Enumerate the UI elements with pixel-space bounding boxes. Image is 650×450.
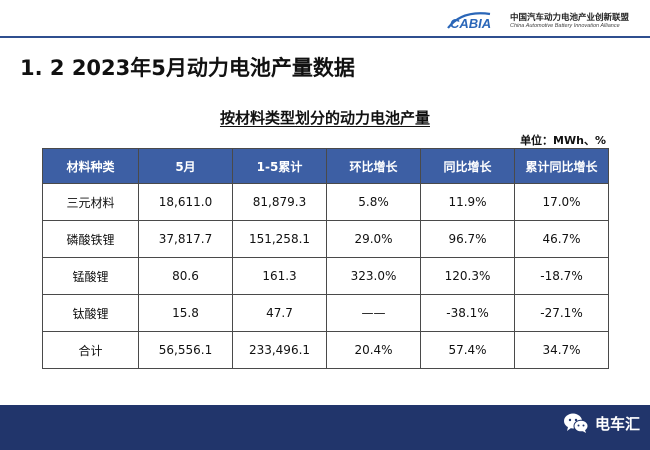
header-cell: 1-5累计 [232,148,327,184]
table-cell: 323.0% [326,257,421,295]
table-cell: 96.7% [420,220,515,258]
table-title: 按材料类型划分的动力电池产量 [0,107,650,128]
table-cell: 5.8% [326,183,421,221]
table-cell: 37,817.7 [138,220,233,258]
table-header-row: 材料种类 5月 1-5累计 环比增长 同比增长 累计同比增长 [42,148,609,184]
header-cell: 同比增长 [420,148,515,184]
table-cell: 11.9% [420,183,515,221]
header-cell: 材料种类 [42,148,139,184]
table-cell: —— [326,294,421,332]
table-cell: -27.1% [514,294,609,332]
wechat-icon [563,413,589,433]
wechat-watermark: 电车汇 [563,408,640,438]
table-cell: 56,556.1 [138,331,233,369]
table-row: 钛酸锂 15.8 47.7 —— -38.1% -27.1% [42,294,609,332]
table-cell: 57.4% [420,331,515,369]
table-cell: 81,879.3 [232,183,327,221]
table-cell: 233,496.1 [232,331,327,369]
table-cell: 18,611.0 [138,183,233,221]
table-title-text: 按材料类型划分的动力电池产量 [219,109,430,127]
unit-label: 单位：MWh、% [520,134,606,147]
cabia-logo-mark: CABIA [447,12,491,31]
slide-title: 1. 2 2023年5月动力电池产量数据 [20,56,355,80]
table-cell: 17.0% [514,183,609,221]
logo-name-cn: 中国汽车动力电池产业创新联盟 [510,13,630,23]
table-cell: 80.6 [138,257,233,295]
table-cell: -38.1% [420,294,515,332]
cabia-logo: CABIA 中国汽车动力电池产业创新联盟 China Automotive Ba… [444,8,644,34]
table-row: 磷酸铁锂 37,817.7 151,258.1 29.0% 96.7% 46.7… [42,220,609,258]
table-cell: 34.7% [514,331,609,369]
table-cell: 161.3 [232,257,327,295]
table-cell: 151,258.1 [232,220,327,258]
footer-band [0,405,650,450]
table-row: 锰酸锂 80.6 161.3 323.0% 120.3% -18.7% [42,257,609,295]
header-cell: 5月 [138,148,233,184]
material-cell: 钛酸锂 [42,294,139,332]
table-total-row: 合计 56,556.1 233,496.1 20.4% 57.4% 34.7% [42,331,609,369]
logo-mark-text: CABIA [450,16,491,31]
table-cell: 47.7 [232,294,327,332]
material-cell: 锰酸锂 [42,257,139,295]
material-cell: 合计 [42,331,139,369]
header-divider [0,36,650,38]
table-cell: 29.0% [326,220,421,258]
table-cell: 20.4% [326,331,421,369]
header-cell: 累计同比增长 [514,148,609,184]
logo-name-en: China Automotive Battery Innovation Alli… [510,23,620,29]
table-cell: -18.7% [514,257,609,295]
battery-output-table: 材料种类 5月 1-5累计 环比增长 同比增长 累计同比增长 三元材料 18,6… [42,148,609,369]
watermark-text: 电车汇 [594,414,640,433]
table-cell: 15.8 [138,294,233,332]
material-cell: 三元材料 [42,183,139,221]
table-cell: 46.7% [514,220,609,258]
material-cell: 磷酸铁锂 [42,220,139,258]
table-row: 三元材料 18,611.0 81,879.3 5.8% 11.9% 17.0% [42,183,609,221]
header-cell: 环比增长 [326,148,421,184]
table-cell: 120.3% [420,257,515,295]
